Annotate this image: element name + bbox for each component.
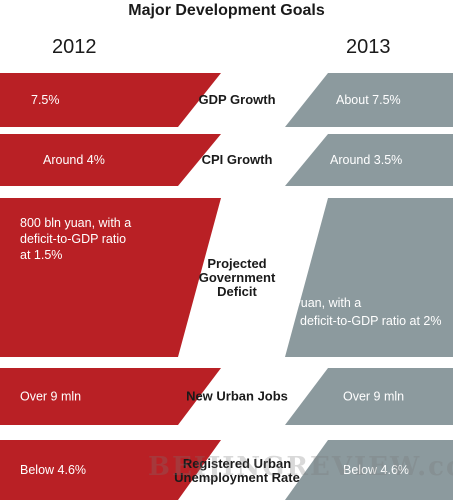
right-band-2 xyxy=(285,134,453,186)
year-right-label: 2013 xyxy=(346,36,391,58)
right-band-4 xyxy=(285,368,453,425)
chart-title: Major Development Goals xyxy=(128,2,325,19)
left-band-5 xyxy=(0,440,221,500)
left-value-4: Over 9 mln xyxy=(20,390,81,404)
left-value-1: 7.5% xyxy=(31,93,60,107)
row-label-3: Government xyxy=(199,270,276,285)
right-value-4: Over 9 mln xyxy=(343,390,404,404)
row-label-1: GDP Growth xyxy=(198,92,275,107)
right-value-3: deficit-to-GDP ratio at 2% xyxy=(300,314,442,328)
left-band-4 xyxy=(0,368,221,425)
row-label-5: Unemployment Rate xyxy=(174,470,300,485)
right-value-3: 1.2 tln yuan, with a xyxy=(257,296,361,310)
row-label-3: Projected xyxy=(207,256,266,271)
right-band-5 xyxy=(285,440,453,500)
row-label-5: Registered Urban xyxy=(183,456,291,471)
watermark: BEIJINGREVIEW.com.cn xyxy=(148,452,453,482)
row-label-2: CPI Growth xyxy=(202,152,273,167)
row-label-3: Deficit xyxy=(217,284,257,299)
left-band-3 xyxy=(0,198,221,357)
left-value-3: at 1.5% xyxy=(20,248,62,262)
row-label-4: New Urban Jobs xyxy=(186,389,288,404)
right-value-5: Below 4.6% xyxy=(343,463,409,477)
left-value-2: Around 4% xyxy=(43,153,105,167)
year-left-label: 2012 xyxy=(52,36,97,58)
right-band-1 xyxy=(285,73,453,127)
left-band-2 xyxy=(0,134,221,186)
left-value-5: Below 4.6% xyxy=(20,463,86,477)
right-value-2: Around 3.5% xyxy=(330,153,402,167)
left-band-1 xyxy=(0,73,221,127)
right-band-3 xyxy=(285,198,453,357)
right-value-1: About 7.5% xyxy=(336,93,401,107)
left-value-3: deficit-to-GDP ratio xyxy=(20,232,126,246)
left-value-3: 800 bln yuan, with a xyxy=(20,216,131,230)
